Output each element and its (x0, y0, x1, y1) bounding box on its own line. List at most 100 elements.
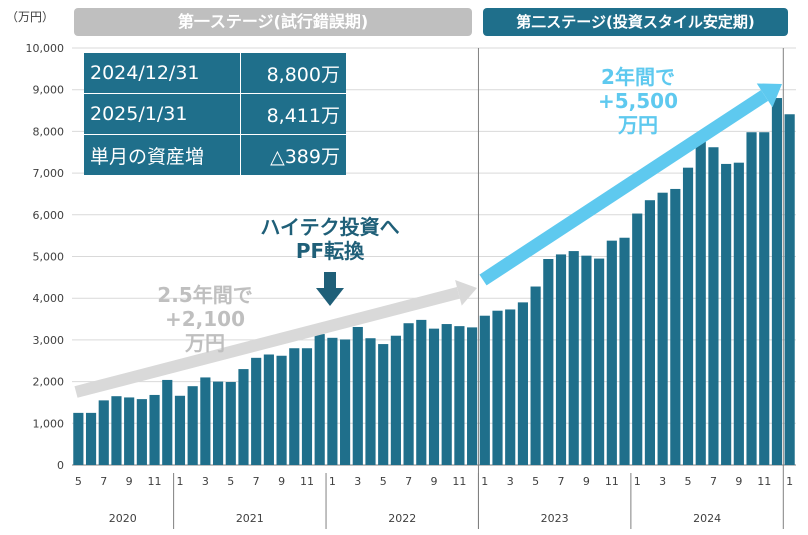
bar (162, 379, 173, 465)
bar (492, 310, 503, 465)
bar (657, 192, 668, 465)
bar (721, 163, 732, 465)
x-tick-label: 7 (100, 475, 107, 488)
bar (251, 357, 262, 465)
bar (378, 344, 389, 465)
x-tick-label: 1 (634, 475, 641, 488)
bar (403, 323, 414, 465)
bar (530, 286, 541, 465)
bar (340, 339, 351, 465)
table-cell-value: △389万 (239, 134, 346, 175)
x-tick-label: 11 (757, 475, 771, 488)
bar (606, 240, 617, 465)
y-tick-label: 7,000 (33, 167, 65, 180)
stage2-gain-label: 万円 (617, 113, 658, 137)
pf-switch-label: ハイテク投資へ (260, 215, 399, 239)
bar (276, 355, 287, 465)
bar (594, 258, 605, 465)
bar (187, 386, 198, 465)
y-tick-label: 5,000 (33, 251, 65, 264)
table-row: 2024/12/31 8,800万 (84, 53, 346, 94)
bar (98, 400, 109, 465)
y-tick-label: 10,000 (26, 42, 65, 55)
y-tick-label: 0 (57, 459, 64, 472)
y-tick-label: 9,000 (33, 84, 65, 97)
bar (644, 200, 656, 465)
bar (454, 326, 465, 465)
year-label: 2021 (236, 512, 264, 525)
stage1-gain-label: 2.5年間で (157, 283, 252, 307)
table-cell-label: 2025/1/31 (84, 93, 241, 135)
y-tick-label: 6,000 (33, 209, 65, 222)
bar (327, 337, 338, 465)
y-axis-unit-label: （万円） (6, 10, 55, 24)
x-tick-label: 3 (202, 475, 209, 488)
stage2-banner: 第二ステージ(投資スタイル安定期) (483, 8, 788, 36)
bar (771, 98, 783, 465)
x-tick-label: 11 (300, 475, 314, 488)
bar (428, 328, 440, 465)
bar (505, 309, 516, 465)
x-tick-label: 9 (583, 475, 590, 488)
y-tick-label: 4,000 (33, 292, 65, 305)
x-tick-label: 11 (605, 475, 619, 488)
table-cell-label: 2024/12/31 (84, 53, 241, 94)
bar (85, 412, 97, 465)
bar (263, 354, 274, 465)
stage1-gain-label: +2,100 (165, 307, 245, 331)
bar (517, 302, 528, 465)
x-tick-label: 7 (558, 475, 565, 488)
x-tick-label: 3 (659, 475, 666, 488)
x-tick-label: 7 (710, 475, 717, 488)
pf-switch-label: PF転換 (296, 239, 365, 263)
bar (581, 255, 592, 465)
table-cell-value: 8,411万 (239, 93, 346, 135)
pf-switch-arrow-stem (324, 272, 336, 288)
x-tick-label: 1 (176, 475, 183, 488)
bar (111, 396, 122, 465)
bar (174, 395, 186, 465)
stage1-banner: 第一ステージ(試行錯誤期) (74, 8, 472, 36)
x-tick-label: 5 (75, 475, 82, 488)
x-tick-label: 1 (481, 475, 488, 488)
bar (365, 338, 376, 465)
bar (543, 259, 554, 465)
bar (289, 348, 300, 465)
bar (619, 237, 630, 465)
bar (73, 412, 84, 465)
y-tick-label: 1,000 (33, 417, 65, 430)
stage1-gain-label: 万円 (184, 331, 225, 355)
x-tick-label: 11 (148, 475, 162, 488)
bar (682, 167, 694, 465)
bar (479, 315, 490, 465)
bar (390, 335, 401, 465)
bar (314, 334, 325, 465)
y-tick-label: 3,000 (33, 334, 65, 347)
x-tick-label: 7 (253, 475, 260, 488)
table-cell-label: 単月の資産増 (84, 134, 241, 175)
stage2-trend-arrow-head (756, 83, 782, 108)
x-tick-label: 9 (735, 475, 742, 488)
bar (708, 147, 719, 465)
x-tick-label: 5 (685, 475, 692, 488)
bar (301, 348, 313, 465)
stage1-trend-arrow (74, 287, 460, 398)
x-tick-label: 3 (354, 475, 361, 488)
bar (759, 132, 770, 465)
y-tick-label: 8,000 (33, 125, 65, 138)
x-tick-label: 3 (507, 475, 514, 488)
bar (149, 394, 160, 465)
year-label: 2024 (693, 512, 721, 525)
x-tick-label: 5 (380, 475, 387, 488)
stage1-trend-arrow-head (455, 280, 477, 306)
bar (467, 327, 478, 465)
table-row: 2025/1/31 8,411万 (84, 93, 346, 135)
bar (352, 326, 363, 465)
bar (746, 132, 757, 465)
year-label: 2020 (109, 512, 137, 525)
x-tick-label: 5 (532, 475, 539, 488)
year-label: 2023 (541, 512, 569, 525)
x-tick-label: 1 (329, 475, 336, 488)
bar (200, 377, 211, 465)
